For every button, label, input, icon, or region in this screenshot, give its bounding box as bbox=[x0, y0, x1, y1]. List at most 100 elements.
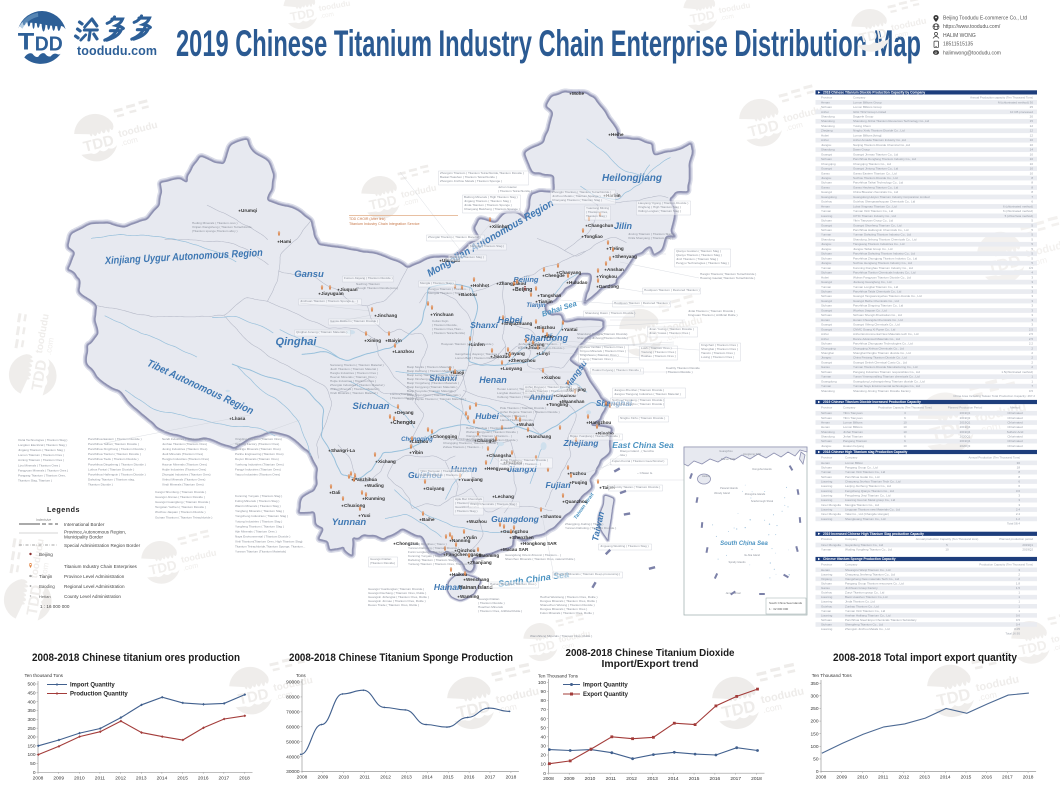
svg-text:Yunnan Longbai Titanium Co., L: Yunnan Longbai Titanium Co., Ltd bbox=[853, 285, 899, 289]
svg-text:Dance Advanced Materials Co.,: Dance Advanced Materials Co., Ltd bbox=[853, 337, 900, 341]
svg-text:Kingsuan Titanium ( Artificial: Kingsuan Titanium ( Artificial Rutile ) bbox=[688, 313, 738, 317]
svg-text:Pengyu Technologies ( Titanium: Pengyu Technologies ( Titanium Slag ) bbox=[676, 261, 729, 265]
svg-text:Panzhihua Taihai Technology Co: Panzhihua Taihai Technology Co., Ltd bbox=[853, 181, 903, 185]
svg-text:Chromlty Taiwan ( Titanium Dio: Chromlty Taiwan ( Titanium Dioxide ) bbox=[610, 485, 660, 489]
svg-text:10: 10 bbox=[903, 421, 907, 425]
svg-text:Panzhihua Tiedu ( Titanium Dio: Panzhihua Tiedu ( Titanium Dioxide ) bbox=[88, 457, 139, 461]
svg-text:Guangxi Guangfeng ( Titanium D: Guangxi Guangfeng ( Titanium Dioxide ) bbox=[155, 500, 210, 504]
svg-text:18: 18 bbox=[1017, 465, 1021, 469]
svg-text:Shandong: Shandong bbox=[821, 119, 835, 123]
svg-text:Shandong: Shandong bbox=[821, 237, 835, 241]
svg-text:Panzhihua Zhongyuan Technologi: Panzhihua Zhongyuan Technologies Co., Lt… bbox=[853, 342, 913, 346]
svg-text:Shijiazhuang: Shijiazhuang bbox=[504, 321, 533, 326]
svg-text:Anhui: Anhui bbox=[821, 110, 829, 114]
svg-text:1: 1 bbox=[1018, 609, 1020, 613]
svg-text:toodudu.com: toodudu.com bbox=[77, 44, 157, 58]
svg-text:Ningbo Xinfu Titanium Dioxide: Ningbo Xinfu Titanium Dioxide Co., Ltd bbox=[853, 129, 905, 133]
svg-text:100: 100 bbox=[538, 680, 546, 686]
svg-text:Yunnan: Yunnan bbox=[821, 266, 832, 270]
svg-text:Yunnan Dahuting ( Titanium Dio: Yunnan Dahuting ( Titanium Dioxide ) bbox=[408, 546, 459, 550]
svg-text:2008: 2008 bbox=[543, 776, 554, 782]
svg-text:Shenzhen Minerals ( Titanium O: Shenzhen Minerals ( Titanium Ores, natur… bbox=[505, 557, 575, 561]
svg-text:Shantou: Shantou bbox=[543, 514, 562, 519]
svg-text:Yunnan: Yunnan bbox=[821, 470, 832, 474]
svg-text:Xinhui Minerals ( Titanium Mat: Xinhui Minerals ( Titanium Material ) bbox=[330, 387, 379, 391]
svg-text:Guangzhou: Guangzhou bbox=[719, 449, 733, 453]
svg-text:Changsha: Changsha bbox=[489, 453, 512, 458]
svg-text:Guangxi Jintong Titanium Co.,: Guangxi Jintong Titanium Co., Ltd bbox=[853, 167, 899, 171]
svg-text:Jining: Jining bbox=[531, 342, 545, 347]
svg-text:Zunbao Titanium Co., Ltd: Zunbao Titanium Co., Ltd bbox=[845, 604, 879, 608]
svg-text:300: 300 bbox=[810, 693, 818, 699]
svg-text:Sichuan: Sichuan bbox=[821, 370, 832, 374]
svg-text:Lomon(Titanium...): Lomon(Titanium...) bbox=[390, 392, 416, 396]
svg-text:Sulfuric Acid: Sulfuric Acid bbox=[1007, 430, 1024, 434]
svg-text:Shangri-La: Shangri-La bbox=[331, 448, 355, 453]
svg-text:TDD: TDD bbox=[689, 8, 716, 26]
svg-text:1: 1 bbox=[1031, 375, 1033, 379]
svg-text:toodudu: toodudu bbox=[180, 547, 217, 564]
svg-text:350: 350 bbox=[810, 681, 818, 687]
svg-text:Xindi Minerals (Titanium Ores): Xindi Minerals (Titanium Ores) bbox=[162, 482, 204, 486]
svg-text:Wuhua Yanbao ( Titanium Ores ): Wuhua Yanbao ( Titanium Ores ) bbox=[580, 345, 625, 349]
svg-text:2013: 2013 bbox=[401, 775, 412, 781]
svg-text:0.5: 0.5 bbox=[1029, 389, 1034, 393]
svg-text:Huludao: Huludao bbox=[569, 280, 588, 285]
svg-text:Jiangsu Tiangong Industries (: Jiangsu Tiangong Industries ( Titanium M… bbox=[614, 392, 681, 396]
svg-text:Jiangsu: Jiangsu bbox=[821, 247, 832, 251]
svg-text:Sichuan: Sichuan bbox=[821, 228, 832, 232]
svg-text:1.2: 1.2 bbox=[1016, 517, 1021, 521]
svg-text:Jiangsu: Jiangsu bbox=[821, 143, 832, 147]
svg-text:Paracel Islands: Paracel Islands bbox=[720, 486, 738, 490]
svg-text:Jinzhou Metals ( Titanium Spon: Jinzhou Metals ( Titanium Sponge ) bbox=[552, 194, 601, 198]
svg-text:Panzhihua Xingzhong ( Titanium: Panzhihua Xingzhong ( Titanium Dioxide ) bbox=[88, 447, 146, 451]
svg-text:Sichuan: Sichuan bbox=[821, 304, 832, 308]
svg-text:Henan: Henan bbox=[479, 375, 507, 385]
svg-text:Shandong Jinhai Titanium Resou: Shandong Jinhai Titanium Resources Techn… bbox=[853, 119, 929, 123]
svg-text:3.6: 3.6 bbox=[1016, 489, 1021, 493]
svg-text:10 CB processed: 10 CB processed bbox=[1010, 110, 1033, 114]
svg-text:Shengkuang Titanium Co., Ltd: Shengkuang Titanium Co., Ltd bbox=[845, 517, 886, 521]
svg-text:Sichuan: Sichuan bbox=[821, 252, 832, 256]
svg-text:2017: 2017 bbox=[730, 776, 741, 782]
svg-text:Yunnan: Yunnan bbox=[821, 375, 832, 379]
svg-text:Guangxi Datian: Guangxi Datian bbox=[478, 597, 500, 601]
svg-text:Haikou: Haikou bbox=[702, 474, 711, 478]
svg-text:Guangxi Detish Chemical Custo: Guangxi Detish Chemical Custo Co., Ltd bbox=[853, 360, 907, 364]
svg-text:Baoji Tuoyoda (Titanium Materi: Baoji Tuoyoda (Titanium Materials ) bbox=[407, 389, 456, 393]
svg-text:2019 Chinese Titanium Dioxide: 2019 Chinese Titanium Dioxide Increased … bbox=[823, 400, 921, 404]
svg-text:Shanezhen Wutong ( Titanium Di: Shanezhen Wutong ( Titanium Dioxide ) bbox=[540, 603, 595, 607]
svg-text:Hengyang: Hengyang bbox=[487, 466, 509, 471]
svg-text:10: 10 bbox=[1030, 152, 1034, 156]
svg-text:6: 6 bbox=[904, 439, 906, 443]
svg-text:Xuzhou: Xuzhou bbox=[544, 375, 561, 380]
svg-text:Xinfa Shenyang ( Titanium Slag: Xinfa Shenyang ( Titanium Slag ) bbox=[628, 236, 673, 240]
svg-text:Liaoning: Liaoning bbox=[821, 600, 833, 604]
svg-text:Dahuting Titanium ( Titanium s: Dahuting Titanium ( Titanium slag, bbox=[88, 477, 135, 481]
svg-text:Changchun: Changchun bbox=[588, 223, 613, 228]
svg-text:China Area Including Taiwan T: China Area Including Taiwan Total Produc… bbox=[953, 394, 1035, 398]
svg-text:.com: .com bbox=[720, 13, 735, 22]
svg-text:Sichuan: Sichuan bbox=[821, 105, 832, 109]
svg-text:T: T bbox=[18, 29, 35, 56]
svg-text:Company: Company bbox=[845, 562, 858, 566]
svg-text:Gansu: Gansu bbox=[821, 586, 830, 590]
svg-text:CNMC Guang Xi Pgme Co., Ltd: CNMC Guang Xi Pgme Co., Ltd bbox=[853, 327, 896, 331]
svg-text:Liaoning: Liaoning bbox=[821, 498, 833, 502]
svg-text:2010: 2010 bbox=[857, 775, 868, 781]
svg-text:2020Q3: 2020Q3 bbox=[960, 444, 971, 448]
svg-text:International Border: International Border bbox=[64, 522, 105, 527]
svg-text:Jilin: Jilin bbox=[614, 221, 633, 231]
svg-text:Wuzhou Jiaquan Co., Ltd: Wuzhou Jiaquan Co., Ltd bbox=[853, 308, 887, 312]
svg-text:Guangxin Jinmao ( Titanium Ore: Guangxin Jinmao ( Titanium Ores, Rutile … bbox=[368, 599, 426, 603]
svg-text:Rodrigu Minerals (Titanium Ore: Rodrigu Minerals (Titanium Ores) bbox=[235, 447, 281, 451]
svg-text:Zunyi Titanium group Co., Ltd: Zunyi Titanium group Co., Ltd bbox=[845, 591, 885, 595]
svg-text:Heihe: Heihe bbox=[611, 132, 624, 137]
svg-text:Dongua Minerals ( Titanium Ore: Dongua Minerals ( Titanium Ores, Rutile … bbox=[540, 599, 597, 603]
svg-text:Lomon Baili ( Titanium Dioxide: Lomon Baili ( Titanium Dioxide ) bbox=[455, 356, 499, 360]
svg-text:@: @ bbox=[934, 51, 937, 55]
svg-text:Titanium Industry Chain Enterp: Titanium Industry Chain Enterprises bbox=[64, 564, 138, 569]
svg-text:50: 50 bbox=[30, 761, 36, 767]
svg-text:Jinda Titanium Co.,Ltd: Jinda Titanium Co.,Ltd bbox=[845, 600, 875, 604]
svg-text:Dexes Trade ( Titanium Ores, R: Dexes Trade ( Titanium Ores, Rutile ) bbox=[368, 603, 419, 607]
